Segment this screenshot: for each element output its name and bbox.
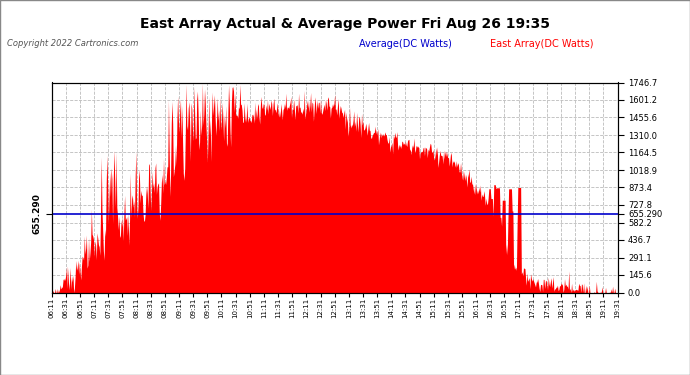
Text: Average(DC Watts): Average(DC Watts) [359, 39, 452, 50]
Text: East Array(DC Watts): East Array(DC Watts) [490, 39, 593, 50]
Text: East Array Actual & Average Power Fri Aug 26 19:35: East Array Actual & Average Power Fri Au… [140, 17, 550, 31]
Text: Copyright 2022 Cartronics.com: Copyright 2022 Cartronics.com [7, 39, 138, 48]
